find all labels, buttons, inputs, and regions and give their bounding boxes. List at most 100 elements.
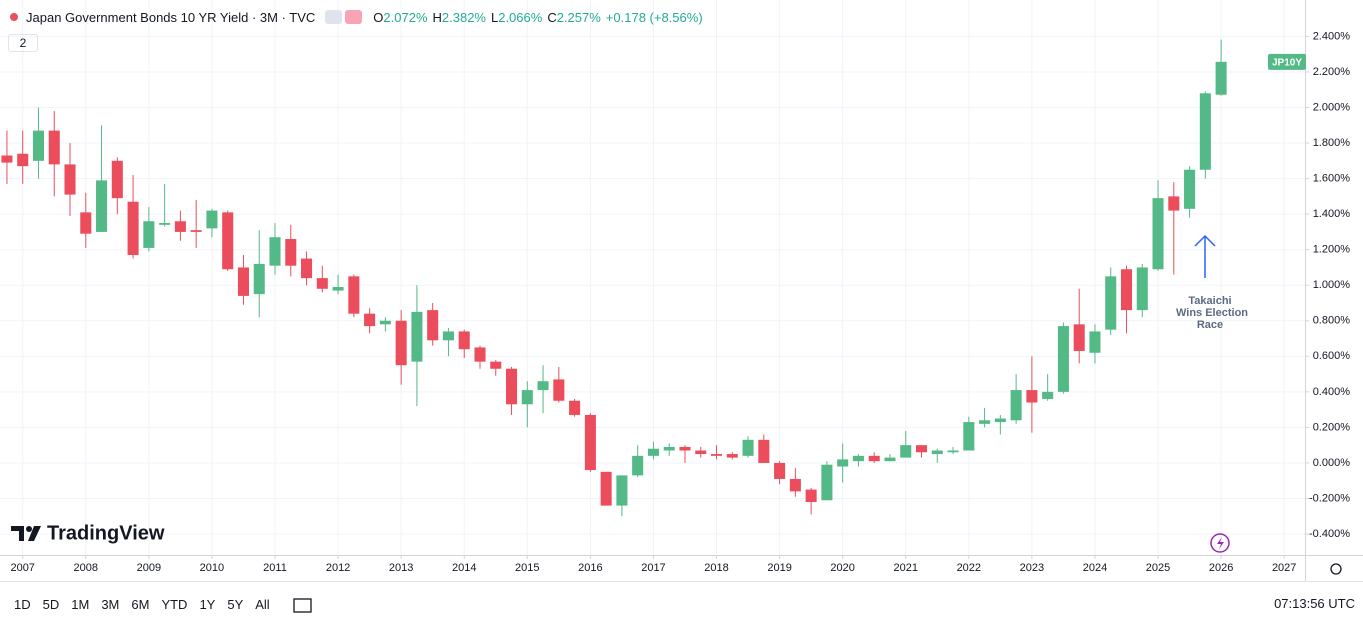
candle-body <box>616 475 628 506</box>
toolbar: 1D 5D 1M 3M 6M YTD 1Y 5Y All 07:13:56 UTC <box>0 582 1363 627</box>
annotation-arrowhead <box>1194 234 1216 247</box>
range-button[interactable]: All <box>255 597 270 612</box>
candle-body <box>758 439 770 463</box>
icon[interactable] <box>345 10 363 24</box>
candle-body <box>553 379 565 401</box>
ranges: 1D 5D 1M 3M 6M YTD 1Y 5Y All <box>0 597 270 612</box>
candle-body <box>1073 324 1085 351</box>
y-tick-label: 2.200% <box>1313 66 1351 78</box>
candle-body <box>931 450 943 455</box>
candle-body <box>442 331 454 341</box>
candle-body <box>1105 276 1117 330</box>
x-tick-label: 2018 <box>704 562 728 574</box>
x-tick-label: 2023 <box>1020 562 1044 574</box>
ohlc-label: H <box>432 9 442 25</box>
y-tick-label: 1.000% <box>1313 279 1351 291</box>
candle-body <box>48 130 60 165</box>
candle-body <box>695 450 707 455</box>
candle-body <box>947 450 959 453</box>
change: +0.178 (+8.56%) <box>605 9 703 25</box>
candle-body <box>1026 390 1038 403</box>
candle-body <box>1184 169 1196 209</box>
ohlc-item: C2.257% <box>547 10 600 25</box>
x-tick-label: 2014 <box>452 562 476 574</box>
y-tick-label: -0.200% <box>1309 492 1350 504</box>
candle-body <box>1042 391 1054 399</box>
x-tick-label: 2027 <box>1272 562 1296 574</box>
candle-body <box>521 390 533 405</box>
icon-shape <box>293 597 312 613</box>
candle-body <box>411 311 423 362</box>
ohlc-label: O <box>373 9 384 25</box>
events-icon[interactable] <box>1217 537 1224 549</box>
candle-body <box>96 180 108 232</box>
candle-body <box>1057 326 1069 392</box>
x-tick-label: 2024 <box>1083 562 1107 574</box>
brand: TradingView <box>47 522 165 544</box>
range-button[interactable]: YTD <box>161 597 188 612</box>
candle-body <box>506 368 518 405</box>
ohlc-value: 2.066% <box>498 9 543 25</box>
annotation-line: Race <box>1197 319 1223 331</box>
range-button[interactable]: 5D <box>42 597 60 612</box>
candle-body <box>111 160 123 199</box>
x-tick-label: 2012 <box>326 562 350 574</box>
range-button[interactable]: 1D <box>14 597 31 612</box>
indicator-count[interactable]: 2 <box>8 34 38 52</box>
y-tick-label: 0.000% <box>1313 457 1351 469</box>
ohlc-value: 2.072% <box>383 9 428 25</box>
candle-body <box>837 459 849 467</box>
candle-body <box>301 258 313 279</box>
ohlc-value: 2.382% <box>441 9 486 25</box>
range-button[interactable]: 5Y <box>227 597 244 612</box>
candle-body <box>994 418 1006 423</box>
logo-mark <box>11 526 24 541</box>
x-tick-label: 2013 <box>389 562 413 574</box>
ohlc: O2.072% H2.382% L2.066% C2.257% <box>368 10 601 25</box>
logo-mark <box>28 526 41 541</box>
symbol-title: Japan Government Bonds 10 YR Yield · 3M … <box>26 9 316 25</box>
y-tick-label: -0.400% <box>1309 528 1350 540</box>
candle-body <box>143 221 155 248</box>
candle-body <box>190 230 202 232</box>
grid <box>0 0 1305 555</box>
candle-body <box>979 420 991 424</box>
candle-body <box>237 267 249 296</box>
candle-body <box>458 331 470 350</box>
x-tick-label: 2010 <box>200 562 224 574</box>
icon[interactable] <box>325 10 343 24</box>
candle-body <box>774 462 786 479</box>
candle-body <box>1120 269 1133 311</box>
range-button[interactable]: 1M <box>71 597 90 612</box>
date-range-icon[interactable] <box>292 595 314 615</box>
x-tick-label: 2019 <box>767 562 791 574</box>
candle-body <box>174 221 186 232</box>
y-tick-label: 2.400% <box>1313 30 1351 42</box>
range-button[interactable]: 6M <box>131 597 150 612</box>
settings-icon[interactable] <box>1330 563 1342 575</box>
candle-body <box>884 457 896 462</box>
candle-body <box>663 446 675 451</box>
candle-body <box>222 212 234 270</box>
candle-body <box>17 153 29 167</box>
candle-body <box>348 276 360 314</box>
candle-body <box>364 313 376 327</box>
candle-body <box>821 464 833 501</box>
annotation-line: Takaichi <box>1188 295 1231 307</box>
events-icon[interactable] <box>1210 533 1230 553</box>
x-tick-label: 2026 <box>1209 562 1233 574</box>
candle-body <box>569 400 581 415</box>
candle-body <box>379 320 391 325</box>
y-tick-label: 0.200% <box>1313 421 1351 433</box>
candle-body <box>474 347 486 362</box>
y-tick-label: 1.600% <box>1313 173 1351 185</box>
range-button[interactable]: 1Y <box>199 597 216 612</box>
range-button[interactable]: 3M <box>101 597 120 612</box>
price-tag-label: JP10Y <box>1272 57 1302 68</box>
candle-body <box>1168 196 1180 211</box>
candle-body <box>332 287 344 291</box>
x-tick-label: 2021 <box>893 562 917 574</box>
